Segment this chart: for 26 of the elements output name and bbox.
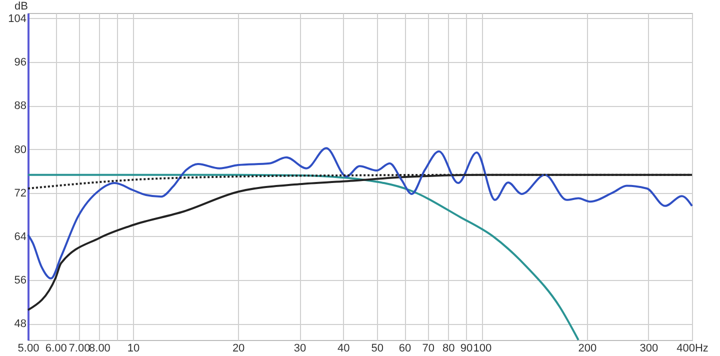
y-tick-label: 88 [14, 100, 26, 112]
y-tick-label: 96 [14, 56, 26, 69]
y-tick-label: 80 [14, 144, 26, 156]
x-tick-label: 10 [127, 342, 140, 354]
x-tick-label: 90 [460, 342, 473, 354]
y-tick-label: 48 [14, 318, 26, 330]
x-tick-label: 70 [422, 342, 435, 354]
x-tick-label: 80 [442, 342, 455, 354]
y-tick-label: 72 [14, 187, 26, 200]
x-tick-label: 8.00 [89, 342, 110, 354]
y-axis-title: dB [14, 0, 28, 12]
x-tick-label: 6.00 [45, 342, 67, 354]
x-tick-label: 60 [398, 342, 412, 354]
x-tick-label: 40 [337, 342, 350, 354]
y-tick-label: 104 [8, 12, 26, 25]
x-tick-label: 100 [473, 342, 492, 354]
x-tick-label: 20 [232, 342, 245, 354]
x-tick-label: 300 [640, 342, 658, 354]
x-tick-label: 400Hz [676, 342, 708, 354]
x-tick-label: 7.00 [68, 342, 90, 354]
x-tick-label: 5.00 [18, 342, 40, 354]
x-tick-label: 50 [371, 342, 384, 354]
y-tick-label: 64 [14, 230, 26, 243]
x-tick-label: 30 [294, 342, 306, 354]
x-tick-label: 200 [578, 342, 597, 354]
y-tick-label: 56 [14, 274, 26, 287]
